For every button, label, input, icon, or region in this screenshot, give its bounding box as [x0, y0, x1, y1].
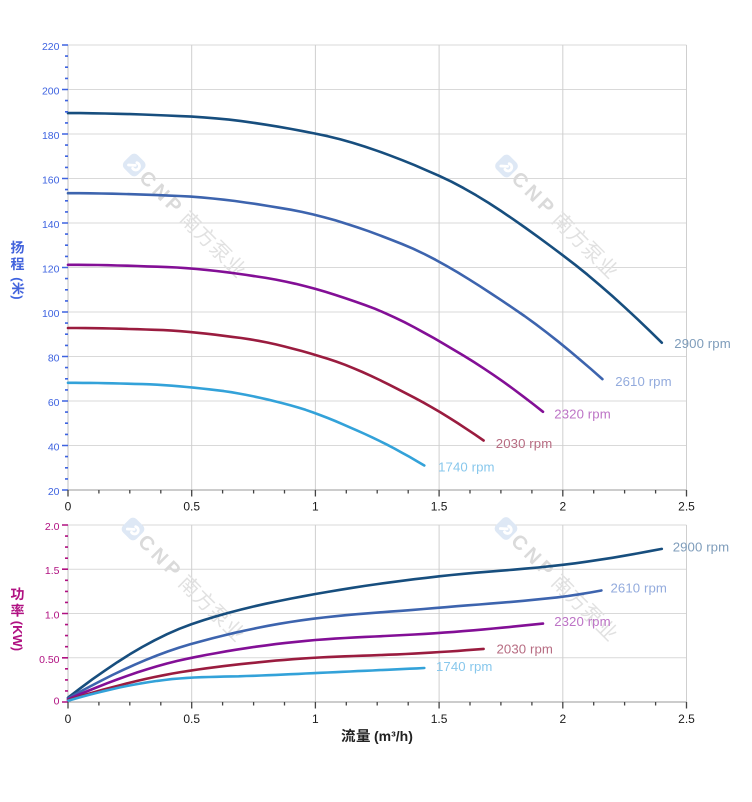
svg-text:1: 1: [312, 712, 319, 726]
svg-text:220: 220: [42, 41, 60, 53]
svg-text:0.5: 0.5: [183, 500, 200, 514]
svg-text:160: 160: [42, 175, 60, 187]
svg-text:2030 rpm: 2030 rpm: [496, 436, 553, 451]
svg-text:1: 1: [312, 500, 319, 514]
svg-text:2.5: 2.5: [678, 712, 695, 726]
svg-text:1.0: 1.0: [45, 610, 60, 622]
svg-text:0: 0: [54, 696, 60, 708]
svg-text:180: 180: [42, 130, 60, 142]
svg-text:100: 100: [42, 308, 60, 320]
svg-text:0: 0: [65, 712, 72, 726]
svg-text:): ): [10, 295, 25, 299]
svg-text:2: 2: [559, 500, 566, 514]
svg-text:200: 200: [42, 86, 60, 98]
svg-text:2030 rpm: 2030 rpm: [497, 642, 554, 657]
svg-text:(KW): (KW): [10, 621, 25, 651]
svg-text:1.5: 1.5: [431, 500, 448, 514]
svg-text:20: 20: [48, 486, 60, 498]
svg-text:1.5: 1.5: [45, 565, 60, 577]
svg-text:1740 rpm: 1740 rpm: [438, 460, 495, 475]
svg-text:120: 120: [42, 264, 60, 276]
svg-text:2610 rpm: 2610 rpm: [611, 580, 668, 595]
svg-text:140: 140: [42, 219, 60, 231]
svg-text:40: 40: [48, 442, 60, 454]
svg-text:60: 60: [48, 397, 60, 409]
svg-text:2.5: 2.5: [678, 500, 695, 514]
svg-text:2900 rpm: 2900 rpm: [674, 336, 731, 351]
svg-text:(: (: [10, 277, 25, 282]
svg-text:1740 rpm: 1740 rpm: [436, 659, 493, 674]
svg-text:2320 rpm: 2320 rpm: [554, 614, 611, 629]
svg-text:2610 rpm: 2610 rpm: [615, 374, 672, 389]
svg-text:1.5: 1.5: [431, 712, 448, 726]
svg-text:80: 80: [48, 353, 60, 365]
svg-text:0.50: 0.50: [39, 654, 60, 666]
svg-text:2.0: 2.0: [45, 521, 60, 533]
svg-text:2: 2: [559, 712, 566, 726]
svg-text:(m³/h): (m³/h): [374, 728, 413, 744]
svg-text:2900 rpm: 2900 rpm: [673, 540, 730, 555]
svg-text:2320 rpm: 2320 rpm: [554, 407, 611, 422]
svg-text:0: 0: [65, 500, 72, 514]
svg-text:0.5: 0.5: [183, 712, 200, 726]
